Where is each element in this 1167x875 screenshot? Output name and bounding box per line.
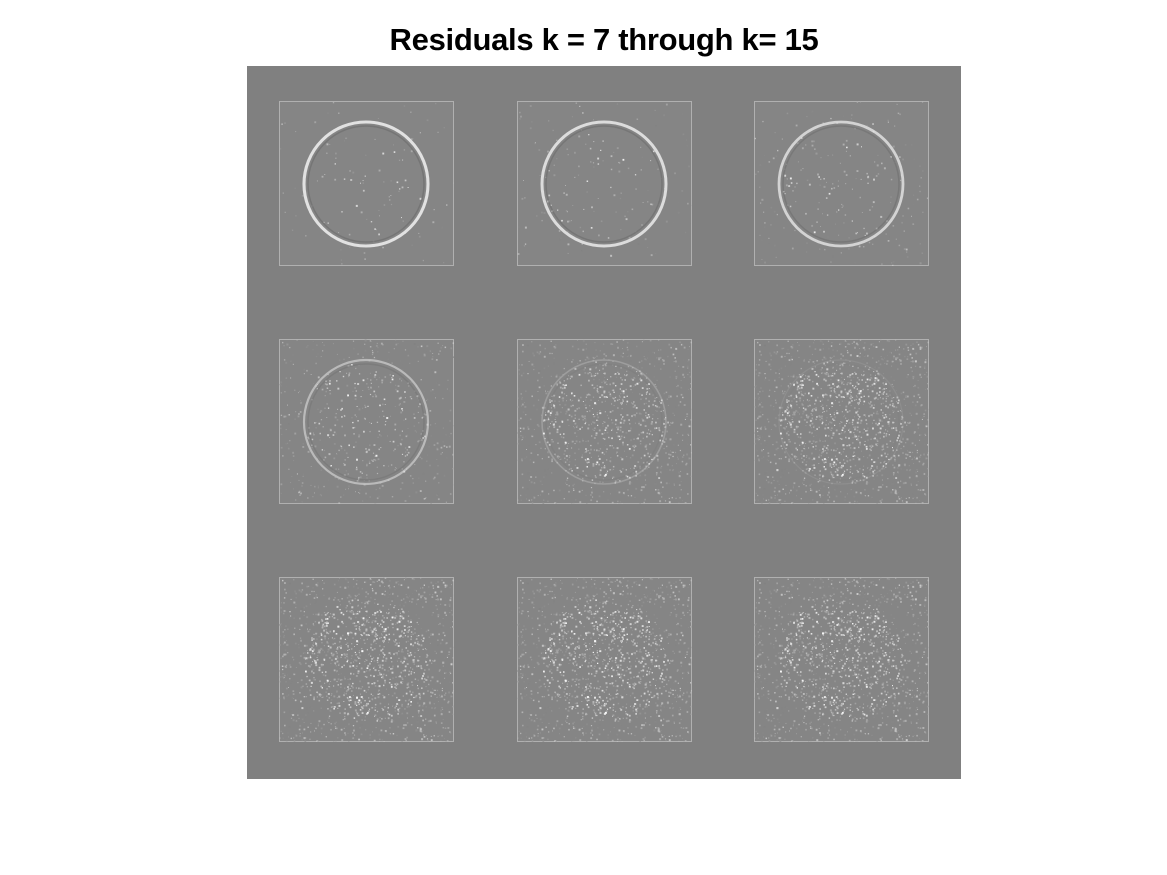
residual-image-k15 — [754, 577, 929, 742]
residual-image-k7 — [279, 101, 454, 265]
residual-image-k12 — [754, 339, 929, 504]
figure-title: Residuals k = 7 through k= 15 — [389, 22, 819, 57]
residual-tile-k10 — [279, 339, 454, 504]
residual-tile-k8 — [517, 101, 692, 266]
residual-image-k10 — [279, 339, 454, 504]
residual-tile-k9 — [754, 101, 929, 266]
residual-tile-k13 — [279, 577, 454, 742]
residual-image-k14 — [517, 577, 692, 742]
residual-tile-k15 — [754, 577, 929, 742]
residual-mosaic — [247, 66, 961, 779]
residual-tile-k12 — [754, 339, 929, 504]
residual-image-k13 — [279, 577, 454, 742]
residual-image-k9 — [754, 101, 929, 266]
residual-tile-k14 — [517, 577, 692, 742]
residual-image-k8 — [517, 102, 692, 257]
residual-tile-k7 — [279, 101, 454, 266]
residual-tile-k11 — [517, 339, 692, 504]
residual-image-k11 — [517, 339, 692, 504]
